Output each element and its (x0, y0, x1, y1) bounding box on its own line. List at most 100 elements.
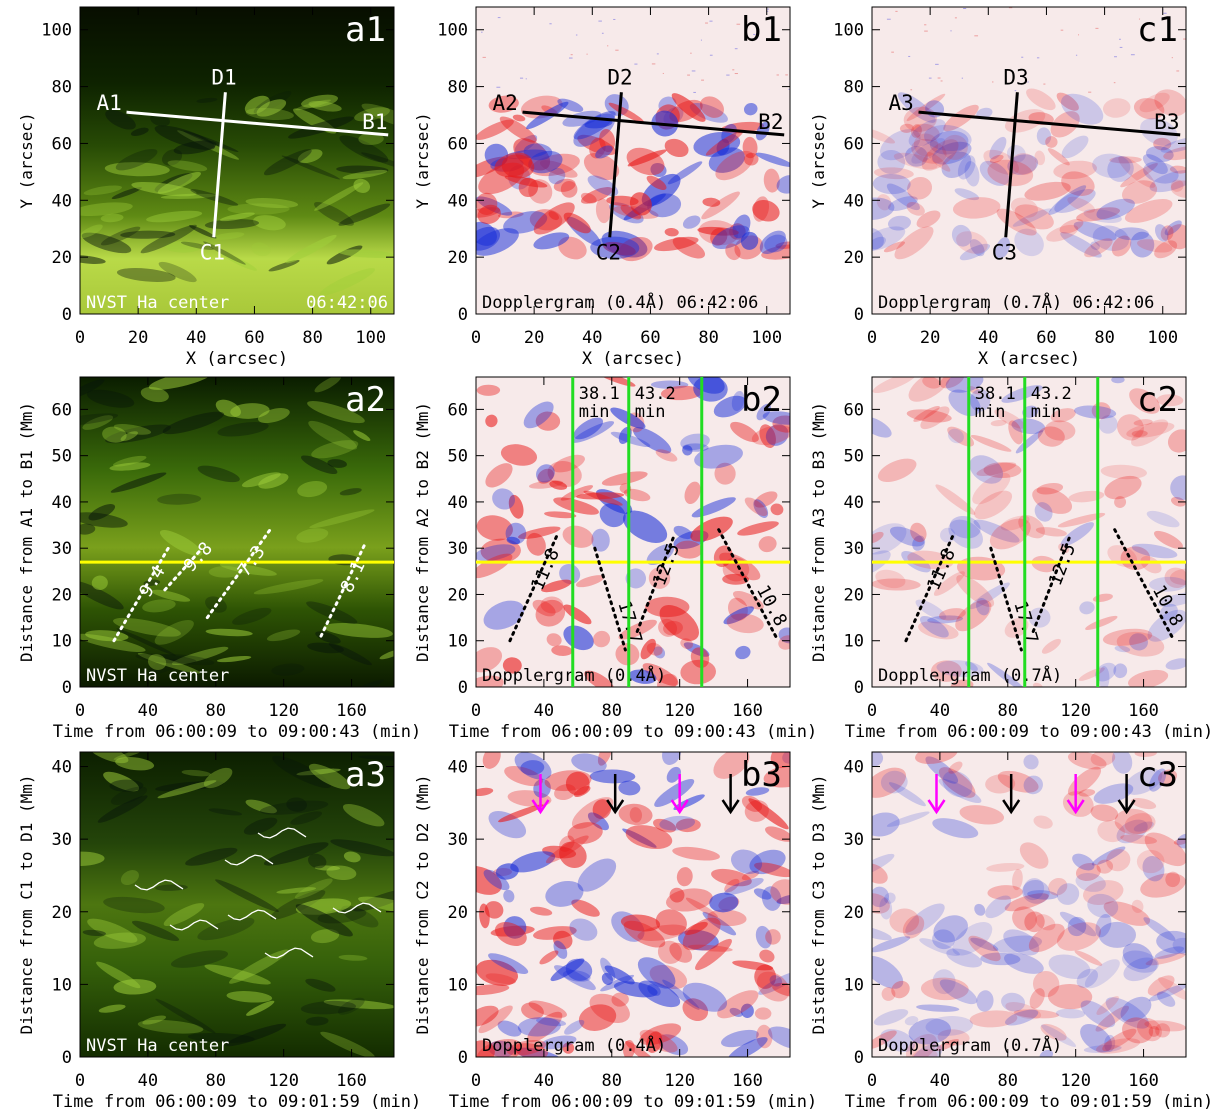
x-tick-label: 20 (920, 328, 940, 348)
x-tick-label: 120 (1060, 1071, 1091, 1091)
arrow-marker-head (670, 799, 689, 815)
y-axis-title: Distance from C3 to D3 (Mm) (809, 774, 828, 1034)
panel-a2: 0 40 80 120 160 0 10 20 30 40 50 60 Time from 06:00:… (17, 376, 421, 742)
panel-label: a1 (345, 10, 386, 50)
arrow-marker-head (1002, 799, 1021, 815)
slit-vertical (608, 92, 623, 238)
slit-endpoint-label: D3 (1003, 65, 1028, 89)
x-axis-title: Time from 06:00:09 to 09:00:43 (min) (845, 722, 1213, 742)
y-tick-label: 0 (854, 305, 864, 325)
y-tick-label: 0 (62, 678, 72, 698)
period-value: 38.1 (975, 384, 1016, 404)
x-axis-title: Time from 06:00:09 to 09:01:59 (min) (845, 1092, 1213, 1112)
panel-frame (871, 376, 1187, 688)
slit-endpoint-label: C1 (200, 240, 225, 264)
x-tick-label: 0 (867, 701, 877, 721)
y-tick-label: 10 (844, 632, 864, 652)
panel-frame (871, 751, 1187, 1058)
panel-b1: 0 20 40 60 80 100 0 20 40 60 80 100 X (arcsec) Y (arc… (413, 6, 791, 369)
y-axis-title: Y (arcsec) (809, 112, 828, 208)
y-tick-label: 20 (52, 585, 72, 605)
x-tick-label: 0 (867, 1071, 877, 1091)
y-axis-title: Distance from C1 to D1 (Mm) (17, 774, 36, 1034)
panel-frame (79, 376, 395, 688)
y-tick-label: 60 (52, 400, 72, 420)
x-tick-label: 80 (602, 701, 622, 721)
y-tick-label: 40 (844, 758, 864, 778)
panel-caption: Dopplergram (0.4Å) (482, 1034, 666, 1056)
slope-track (1031, 532, 1073, 633)
y-tick-label: 10 (844, 975, 864, 995)
panel-frame (475, 376, 791, 688)
slit-vertical (1004, 92, 1019, 238)
panel-image-a3 (80, 752, 394, 1057)
y-tick-label: 50 (52, 447, 72, 467)
slit-endpoint-label: C3 (992, 240, 1017, 264)
period-value: 43.2 (1031, 384, 1072, 404)
x-tick-label: 120 (268, 1071, 299, 1091)
y-tick-label: 40 (448, 493, 468, 513)
slope-track (717, 528, 780, 643)
x-tick-label: 120 (664, 701, 695, 721)
y-tick-label: 0 (458, 1048, 468, 1068)
panel-label: b1 (741, 10, 782, 50)
x-tick-label: 80 (698, 328, 718, 348)
panel-frame (475, 751, 791, 1058)
y-tick-label: 20 (52, 248, 72, 268)
y-tick-label: 80 (844, 78, 864, 98)
y-tick-label: 0 (458, 305, 468, 325)
x-tick-label: 40 (930, 701, 950, 721)
panel-caption: NVST Ha center (86, 666, 229, 686)
panel-label: b3 (741, 755, 782, 795)
x-tick-label: 80 (998, 701, 1018, 721)
x-tick-label: 160 (732, 1071, 763, 1091)
panel-image-b2 (476, 377, 790, 687)
slit-endpoint-label: D2 (607, 65, 632, 89)
slit-endpoint-label: A3 (889, 91, 914, 115)
y-tick-label: 40 (448, 758, 468, 778)
panel-caption: Dopplergram (0.7Å) 06:42:06 (878, 291, 1154, 313)
x-tick-label: 80 (206, 701, 226, 721)
x-axis-title: X (arcsec) (186, 349, 288, 369)
x-tick-label: 0 (75, 1071, 85, 1091)
arrow-marker-head (927, 799, 946, 815)
y-tick-label: 30 (448, 539, 468, 559)
y-tick-label: 50 (844, 447, 864, 467)
x-axis-title: X (arcsec) (582, 349, 684, 369)
y-tick-label: 50 (448, 447, 468, 467)
panel-time: 06:42:06 (306, 293, 388, 313)
slope-track (205, 528, 272, 620)
y-tick-label: 30 (52, 539, 72, 559)
slit-endpoint-label: D1 (211, 65, 236, 89)
period-unit: min (579, 402, 610, 422)
panel-image-a1 (80, 7, 394, 314)
slit-endpoint-label: B1 (362, 110, 387, 134)
panel-caption: NVST Ha center (86, 1036, 229, 1056)
x-tick-label: 0 (75, 701, 85, 721)
slit-endpoint-label: A1 (97, 91, 122, 115)
slope-track (1113, 528, 1176, 643)
slit-endpoint-label: A2 (493, 91, 518, 115)
y-tick-label: 30 (844, 539, 864, 559)
x-tick-label: 20 (128, 328, 148, 348)
y-tick-label: 100 (41, 21, 72, 41)
slope-track (163, 546, 204, 592)
oscillation-trace (227, 909, 277, 921)
panel-a1: 0 20 40 60 80 100 0 20 40 60 80 100 X (arcsec) Y (arc… (17, 6, 395, 369)
x-tick-label: 160 (1128, 701, 1159, 721)
panel-label: b2 (741, 380, 782, 420)
oscillation-trace (224, 854, 274, 866)
panel-caption: Dopplergram (0.7Å) (878, 1034, 1062, 1056)
x-axis-title: Time from 06:00:09 to 09:00:43 (min) (53, 722, 421, 742)
y-tick-label: 80 (448, 78, 468, 98)
y-axis-title: Y (arcsec) (413, 112, 432, 208)
slit-horizontal (918, 110, 1181, 137)
x-tick-label: 40 (978, 328, 998, 348)
arrow-marker-head (1117, 799, 1136, 815)
y-tick-label: 80 (52, 78, 72, 98)
y-tick-label: 40 (448, 191, 468, 211)
y-tick-label: 40 (844, 493, 864, 513)
x-tick-label: 80 (1094, 328, 1114, 348)
y-tick-label: 30 (52, 830, 72, 850)
x-tick-label: 100 (751, 328, 782, 348)
